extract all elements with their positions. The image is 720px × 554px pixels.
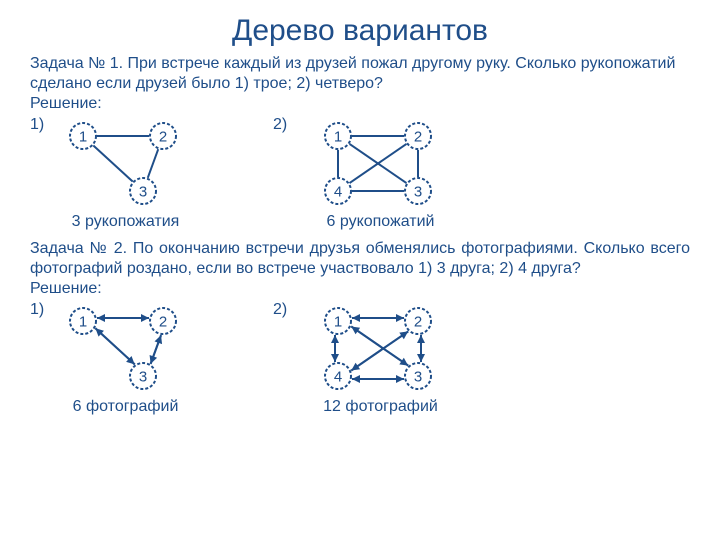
svg-text:1: 1 <box>334 314 342 331</box>
svg-text:3: 3 <box>139 184 147 201</box>
task1-v1-label: 1) <box>30 116 58 134</box>
task1-row: 1) 1 2 3 3 рукопожатия 2) 1 2 3 4 6 рукопожат… <box>0 116 720 231</box>
task2-row: 1) 1 2 3 6 фотографий 2) 1 2 3 4 12 фотографи… <box>0 301 720 416</box>
svg-text:1: 1 <box>334 129 342 146</box>
task2-graph1: 1 2 3 6 фотографий <box>58 301 193 416</box>
svg-text:1: 1 <box>79 129 87 146</box>
task2-caption1: 6 фотографий <box>58 398 193 416</box>
task2-v1-label: 1) <box>30 301 58 319</box>
svg-text:2: 2 <box>159 314 167 331</box>
svg-text:2: 2 <box>159 129 167 146</box>
svg-text:1: 1 <box>79 314 87 331</box>
svg-text:3: 3 <box>414 184 422 201</box>
svg-text:3: 3 <box>139 369 147 386</box>
task1-text: Задача № 1. При встрече каждый из друзей… <box>0 54 720 94</box>
svg-text:3: 3 <box>414 369 422 386</box>
svg-text:4: 4 <box>334 184 342 201</box>
task1-v2-label: 2) <box>273 116 313 134</box>
task2-solution-label: Решение: <box>0 279 720 299</box>
svg-text:2: 2 <box>414 129 422 146</box>
task2-caption2: 12 фотографий <box>313 398 448 416</box>
task1-graph2: 1 2 3 4 6 рукопожатий <box>313 116 448 231</box>
svg-text:2: 2 <box>414 314 422 331</box>
page-title: Дерево вариантов <box>0 14 720 48</box>
task1-caption2: 6 рукопожатий <box>313 213 448 231</box>
task2-v2-label: 2) <box>273 301 313 319</box>
svg-text:4: 4 <box>334 369 342 386</box>
task1-graph1: 1 2 3 3 рукопожатия <box>58 116 193 231</box>
task2-graph2: 1 2 3 4 12 фотографий <box>313 301 448 416</box>
task1-solution-label: Решение: <box>0 94 720 114</box>
task1-caption1: 3 рукопожатия <box>58 213 193 231</box>
task2-text: Задача № 2. По окончанию встречи друзья … <box>0 239 720 279</box>
